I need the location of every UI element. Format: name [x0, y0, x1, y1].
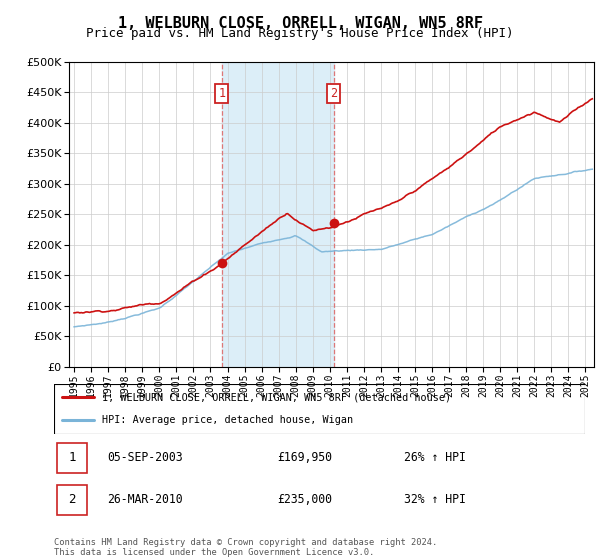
FancyBboxPatch shape [56, 442, 88, 473]
FancyBboxPatch shape [56, 484, 88, 515]
Text: 32% ↑ HPI: 32% ↑ HPI [404, 493, 466, 506]
Text: 1: 1 [218, 87, 226, 100]
Text: 05-SEP-2003: 05-SEP-2003 [107, 451, 183, 464]
Text: Contains HM Land Registry data © Crown copyright and database right 2024.
This d: Contains HM Land Registry data © Crown c… [54, 538, 437, 557]
Text: 2: 2 [68, 493, 76, 506]
Text: 2: 2 [330, 87, 337, 100]
Text: 26-MAR-2010: 26-MAR-2010 [107, 493, 183, 506]
Bar [222, 62, 334, 367]
Text: 1, WELBURN CLOSE, ORRELL, WIGAN, WN5 8RF (detached house): 1, WELBURN CLOSE, ORRELL, WIGAN, WN5 8RF… [102, 392, 451, 402]
Text: 1: 1 [68, 451, 76, 464]
Text: £169,950: £169,950 [277, 451, 332, 464]
Text: £235,000: £235,000 [277, 493, 332, 506]
Text: 1, WELBURN CLOSE, ORRELL, WIGAN, WN5 8RF: 1, WELBURN CLOSE, ORRELL, WIGAN, WN5 8RF [118, 16, 482, 31]
Text: 26% ↑ HPI: 26% ↑ HPI [404, 451, 466, 464]
Text: Price paid vs. HM Land Registry's House Price Index (HPI): Price paid vs. HM Land Registry's House … [86, 27, 514, 40]
Text: HPI: Average price, detached house, Wigan: HPI: Average price, detached house, Wiga… [102, 416, 353, 426]
